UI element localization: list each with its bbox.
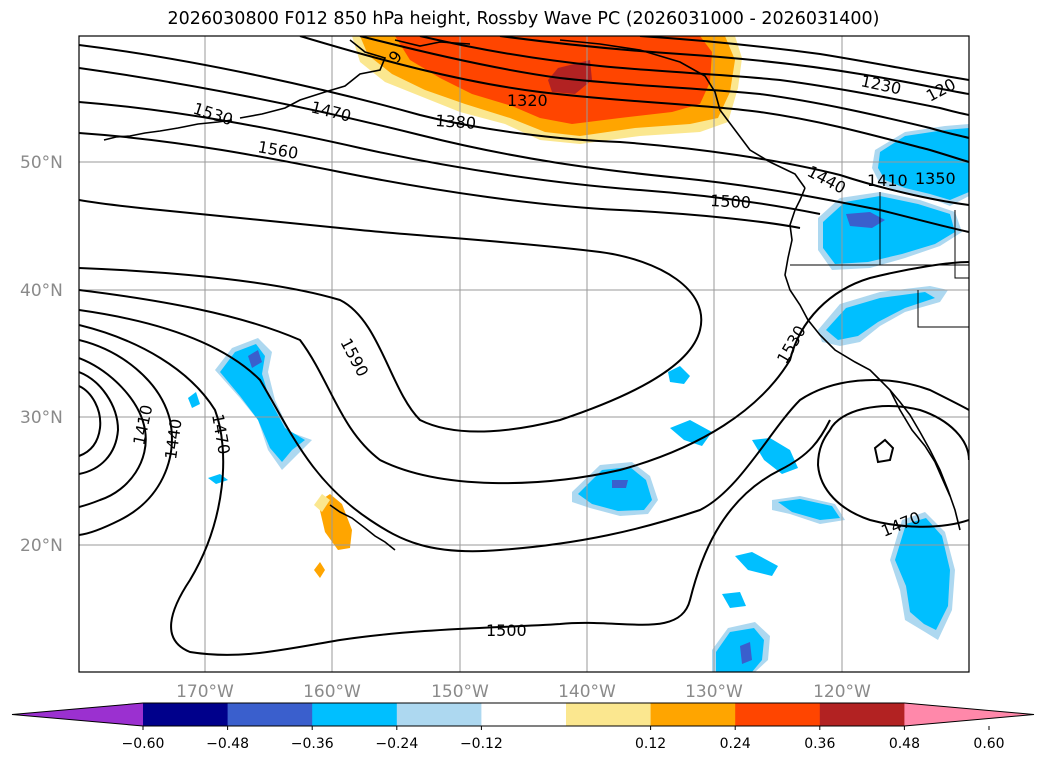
colorbar-segment [227, 703, 313, 726]
lon-label: 120°W [813, 682, 871, 702]
colorbar-tick-label: 0.24 [720, 736, 751, 752]
contour-line [79, 357, 147, 508]
contour-line [79, 339, 173, 536]
contour-label: 1410 [867, 171, 908, 190]
cool-region-small-a [668, 366, 690, 384]
lat-label: 30°N [20, 408, 63, 428]
coastline-islands-aleutian [103, 119, 233, 141]
contour-line [79, 324, 831, 656]
latitude-labels: 50°N 40°N 30°N 20°N [20, 153, 63, 556]
contour-line [816, 405, 969, 528]
cool-region-baja-offshore-mid [895, 518, 950, 630]
lat-label: 40°N [20, 281, 63, 301]
contour-line [79, 385, 102, 457]
cool-region-central-pacific-mid [578, 467, 652, 511]
colorbar-tick-label: −0.60 [122, 736, 165, 752]
coastlines [103, 39, 969, 551]
lon-label: 130°W [685, 682, 743, 702]
contour-line [79, 261, 969, 485]
colorbar-tick-label: −0.36 [291, 736, 334, 752]
colorbar-segment [312, 703, 398, 726]
coastline-alaska [239, 39, 806, 189]
colorbar-tick-label: −0.12 [460, 736, 503, 752]
warm-region-gulf-of-alaska-max [548, 60, 592, 94]
contour-label: 1320 [507, 91, 548, 110]
colorbar-tick-label: −0.24 [375, 736, 418, 752]
colorbar-segment [396, 703, 482, 726]
border-states [879, 192, 969, 328]
colorbar-segment [819, 703, 905, 726]
map-area: 1530 1470 1380 1320 1560 1500 1230 120 1… [79, 36, 969, 672]
contour-line [299, 36, 969, 163]
colorbar-segment [481, 703, 567, 726]
cool-region-small-e [722, 592, 746, 608]
colorbar-tick-label: 0.12 [635, 736, 666, 752]
contour-line [79, 132, 801, 229]
contour-label: 1380 [435, 111, 477, 133]
colorbar-segment [566, 703, 652, 726]
height-contours [79, 36, 969, 656]
lon-label: 160°W [303, 682, 361, 702]
lat-label: 20°N [20, 536, 63, 556]
colorbar-extend-max [904, 703, 1034, 726]
contour-line [359, 36, 969, 139]
contour-label: 1500 [486, 621, 527, 640]
contour-line [639, 36, 969, 81]
warm-region-hawaii-edge [314, 494, 330, 512]
lon-label: 150°W [431, 682, 489, 702]
lon-label: 170°W [176, 682, 234, 702]
cool-region-oregon-mid [823, 196, 955, 264]
warm-region-hawaii [318, 494, 352, 550]
cool-region-small-d [735, 552, 778, 576]
contour-line [79, 101, 821, 215]
cool-region-southeast-mid [778, 499, 840, 520]
graticule [79, 36, 969, 672]
colorbar: −0.60 −0.48 −0.36 −0.24 −0.12 0.12 0.24 0.36 0.4… [11, 702, 1035, 752]
contour-line [419, 36, 969, 116]
colorbar-segment [650, 703, 736, 726]
coastline-bc-wa [784, 187, 961, 531]
lon-label: 140°W [558, 682, 616, 702]
map-frame [78, 35, 970, 673]
contour-line [79, 44, 969, 206]
cool-region-northwest-of-hawaii-mid [220, 344, 305, 462]
contour-label: 1500 [710, 191, 752, 212]
longitude-labels: 170°W 160°W 150°W 140°W 130°W 120°W [176, 682, 871, 702]
colorbar-tick-label: 0.48 [889, 736, 920, 752]
cool-region-pacific-northwest-mid [878, 128, 969, 200]
cool-region-small-f [188, 392, 200, 408]
colorbar-extend-min [12, 703, 143, 726]
coastline-baja [889, 389, 951, 497]
cool-region-south-strong [740, 642, 752, 664]
colorbar-tick-label: −0.48 [206, 736, 249, 752]
cool-region-california-mid [826, 292, 935, 340]
contour-label: 1350 [915, 169, 956, 188]
coastline-hawaii-chain [329, 504, 396, 551]
cool-region-central-pacific-strong [612, 480, 628, 488]
cool-region-south-mid [716, 628, 764, 672]
warm-region-small [314, 562, 325, 578]
cool-region-oregon-strong [846, 212, 885, 228]
contour-line [873, 438, 895, 464]
colorbar-segment [735, 703, 821, 726]
negative-anomaly-shading [188, 124, 969, 672]
positive-anomaly-shading [314, 36, 742, 578]
contour-line [79, 371, 120, 475]
cool-region-northwest-of-hawaii-strong [248, 350, 262, 368]
colorbar-tick-label: 0.60 [973, 736, 1004, 752]
contour-line [79, 309, 969, 553]
map-title: 2026030800 F012 850 hPa height, Rossby W… [167, 9, 880, 29]
contour-line [499, 36, 969, 95]
colorbar-segment [143, 703, 229, 726]
lat-label: 50°N [20, 153, 63, 173]
colorbar-tick-label: 0.36 [804, 736, 835, 752]
contour-line [79, 199, 703, 433]
